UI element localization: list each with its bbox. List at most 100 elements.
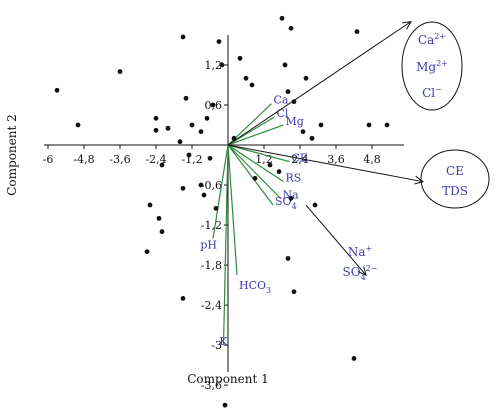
annotation-ellipse bbox=[420, 149, 490, 209]
score-point bbox=[231, 135, 237, 141]
score-point bbox=[288, 25, 294, 31]
score-point bbox=[186, 152, 192, 158]
x-tick-label: -4,8 bbox=[73, 153, 94, 166]
score-point bbox=[165, 125, 171, 131]
loading-vector-k bbox=[222, 144, 229, 346]
y-tick-label: -1,8 bbox=[201, 259, 222, 272]
loading-vector-ph bbox=[212, 144, 229, 239]
arrow-line bbox=[227, 21, 412, 146]
loading-vector-rs bbox=[227, 144, 284, 183]
arrow-head bbox=[357, 266, 367, 276]
score-point bbox=[282, 62, 288, 68]
annotation-text: Cl− bbox=[422, 85, 442, 100]
loading-label-hco3: HCO3 bbox=[239, 279, 271, 295]
loading-vector-na bbox=[227, 144, 281, 199]
score-point bbox=[198, 129, 204, 135]
arrow-head bbox=[414, 175, 425, 185]
score-point bbox=[159, 229, 165, 235]
score-point bbox=[303, 75, 309, 81]
annotation-text: SO42− bbox=[343, 264, 378, 282]
score-point bbox=[288, 195, 294, 201]
score-point bbox=[183, 95, 189, 101]
y-tick-label: -3,6 bbox=[201, 379, 222, 392]
loading-label-mg: Mg bbox=[286, 115, 304, 128]
loading-vector-so4 bbox=[227, 144, 274, 206]
x-tick-label: -6 bbox=[43, 153, 54, 166]
y-tick-label: -0,6 bbox=[201, 179, 222, 192]
annotation-ellipse bbox=[401, 21, 463, 111]
y-tick-label: -1,2 bbox=[201, 219, 222, 232]
score-point bbox=[219, 62, 225, 68]
loading-label-k: K bbox=[219, 335, 228, 348]
score-point bbox=[180, 185, 186, 191]
arrow-line bbox=[227, 144, 424, 183]
annotation-text: CE bbox=[446, 164, 464, 178]
x-tick-label: 2,4 bbox=[291, 153, 309, 166]
score-point bbox=[147, 202, 153, 208]
y-tick-label: -3 bbox=[211, 339, 222, 352]
x-tick-label: -1,2 bbox=[181, 153, 202, 166]
loading-label-ph: pH bbox=[200, 238, 217, 251]
score-point bbox=[384, 122, 390, 128]
score-point bbox=[180, 34, 186, 40]
annotation-text: Ca2+ bbox=[418, 32, 446, 47]
score-point bbox=[222, 402, 228, 408]
score-point bbox=[153, 115, 159, 121]
score-point bbox=[198, 182, 204, 188]
score-point bbox=[216, 39, 222, 45]
score-point bbox=[201, 192, 207, 198]
arrow-head bbox=[402, 20, 412, 30]
score-point bbox=[291, 99, 297, 105]
score-point bbox=[249, 82, 255, 88]
score-point bbox=[54, 87, 60, 93]
score-point bbox=[189, 122, 195, 128]
score-point bbox=[252, 175, 258, 181]
score-point bbox=[291, 289, 297, 295]
x-axis-label: Component 1 bbox=[187, 372, 269, 386]
score-point bbox=[153, 127, 159, 133]
tick-labels: -6-4,8-3,6-2,4-1,21,22,43,64,81,20,6-0,6… bbox=[43, 59, 381, 392]
score-point bbox=[75, 122, 81, 128]
y-tick-label: -2,4 bbox=[201, 299, 222, 312]
score-point bbox=[210, 102, 216, 108]
score-point bbox=[159, 162, 165, 168]
score-point bbox=[267, 162, 273, 168]
loading-vector-mg bbox=[227, 124, 284, 146]
score-point bbox=[276, 169, 282, 175]
loading-label-so4: SO4 bbox=[275, 195, 297, 211]
score-point bbox=[144, 249, 150, 255]
score-point bbox=[354, 29, 360, 35]
x-tick-label: 4,8 bbox=[363, 153, 381, 166]
annotation-labels: Ca2+ Mg2+ Cl− CE TDS Na+ SO42− bbox=[343, 21, 490, 282]
loading-label-ca: Ca bbox=[274, 94, 289, 107]
score-point bbox=[180, 296, 186, 301]
score-point bbox=[237, 55, 243, 61]
annotation-arrows bbox=[227, 20, 425, 276]
score-point bbox=[300, 129, 306, 135]
score-point bbox=[318, 122, 324, 128]
score-point bbox=[213, 205, 219, 211]
score-point bbox=[366, 122, 372, 128]
score-point bbox=[156, 215, 162, 221]
score-point bbox=[243, 75, 249, 81]
annotation-text: TDS bbox=[442, 184, 468, 198]
arrow-line bbox=[305, 204, 367, 276]
score-point bbox=[207, 155, 213, 161]
loading-label-na: Na bbox=[283, 188, 300, 201]
score-point bbox=[177, 139, 183, 145]
y-axis-label: Component 2 bbox=[5, 114, 19, 196]
x-tick-label: 3,6 bbox=[327, 153, 345, 166]
score-point bbox=[285, 89, 291, 95]
loading-label-rs: RS bbox=[286, 172, 302, 185]
loading-vector-ce bbox=[227, 144, 290, 163]
score-point bbox=[312, 202, 318, 208]
score-point bbox=[309, 135, 315, 141]
annotation-text: Mg2+ bbox=[416, 59, 448, 74]
score-point bbox=[117, 69, 123, 75]
score-point bbox=[204, 115, 210, 121]
x-tick-label: -3,6 bbox=[109, 153, 130, 166]
score-point bbox=[351, 356, 357, 361]
score-point bbox=[279, 15, 285, 21]
score-points bbox=[54, 15, 390, 408]
